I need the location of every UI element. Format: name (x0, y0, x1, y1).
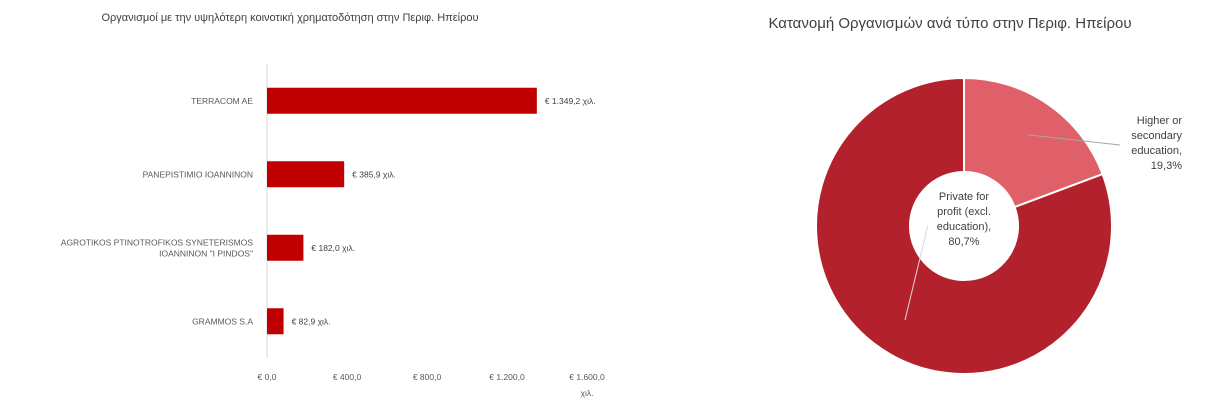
leader-line-0 (1027, 134, 1121, 146)
bar-3 (267, 308, 284, 335)
donut-slice-0 (963, 76, 1104, 209)
x-tick-label-4: € 1.600,0 (569, 372, 605, 382)
category-label-0: TERRACOM AE (191, 96, 253, 106)
bar-chart-panel: Οργανισμοί με την υψηλότερη κοινοτική χρ… (61, 12, 605, 398)
slice-label-0: Higher or secondary education, 19,3% (1131, 115, 1182, 172)
data-label-3: € 82,9 χιλ. (292, 316, 331, 326)
x-tick-label-0: € 0,0 (258, 372, 277, 382)
bar-2 (267, 234, 304, 261)
bar-chart-title: Οργανισμοί με την υψηλότερη κοινοτική χρ… (101, 12, 479, 24)
data-label-2: € 182,0 χιλ. (311, 243, 355, 253)
data-label-0: € 1.349,2 χιλ. (545, 96, 596, 106)
x-unit-label: χιλ. (581, 388, 594, 398)
data-label-1: € 385,9 χιλ. (352, 169, 396, 179)
bar-0 (267, 87, 537, 114)
x-tick-label-1: € 400,0 (333, 372, 362, 382)
bar-1 (267, 161, 345, 188)
category-label-3: GRAMMOS S.A (192, 316, 253, 326)
donut-chart-title: Κατανομή Οργανισμών ανά τύπο στην Περιφ.… (768, 15, 1132, 32)
bar-chart-svg: TERRACOM AE € 1.349,2 χιλ. PANEPISTIMIO IO… (61, 64, 605, 398)
category-label-1: PANEPISTIMIO IOANNINON (143, 169, 253, 179)
x-tick-label-2: € 800,0 (413, 372, 442, 382)
x-tick-label-3: € 1.200,0 (489, 372, 525, 382)
category-label-2: AGROTIKOS PTINOTROFIKOS SYNETERISMOS IOAN… (61, 237, 254, 258)
donut-chart-panel: Κατανομή Οργανισμών ανά τύπο στην Περιφ.… (700, 0, 1205, 402)
donut-slice-1 (815, 76, 1113, 375)
donut-chart-svg: Higher or secondary education, 19,3% Private… (815, 76, 1182, 375)
slice-label-1: Private for profit (excl. education), 80,7% (937, 191, 991, 248)
leader-line-1 (904, 224, 929, 321)
